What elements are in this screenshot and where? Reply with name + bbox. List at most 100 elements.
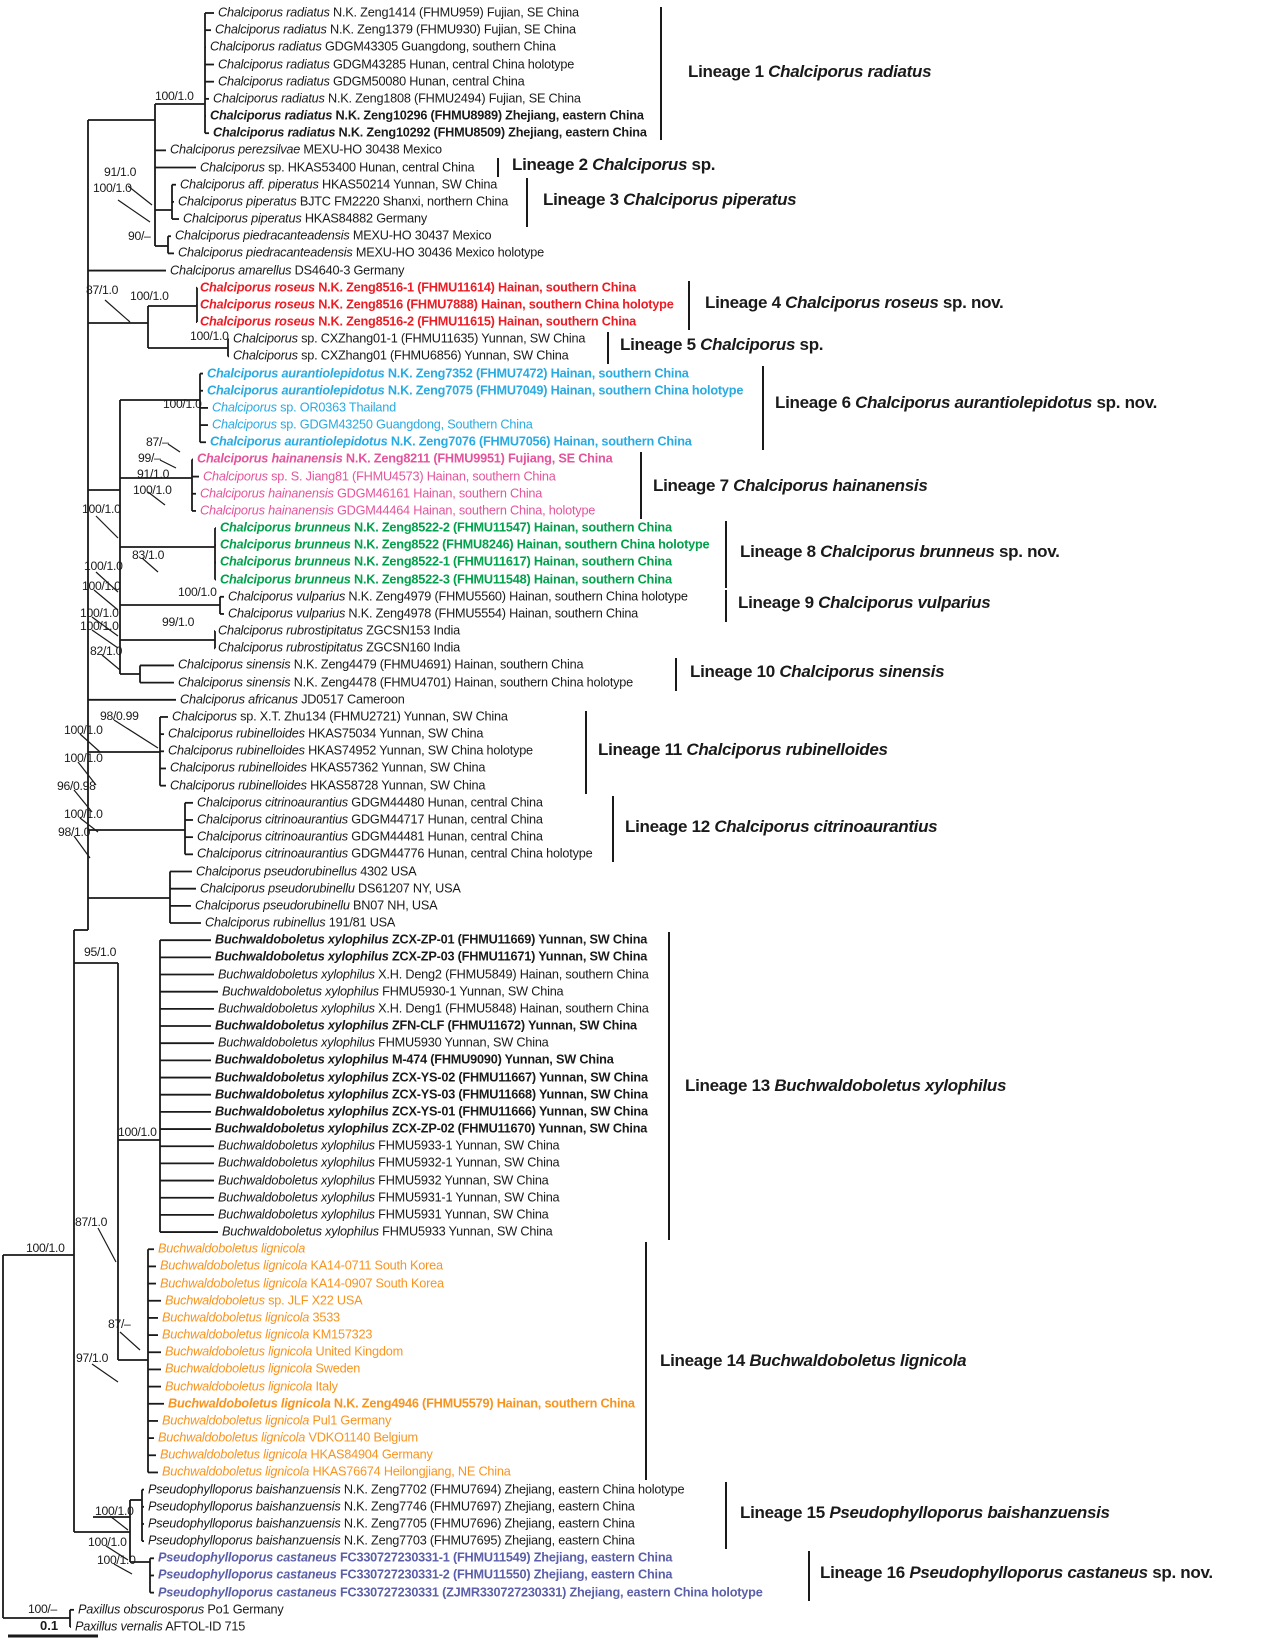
voucher-info: United Kingdom	[315, 1344, 403, 1359]
lineage-suffix: sp.	[799, 335, 824, 354]
voucher-info: sp. X.T. Zhu134 (FHMU2721) Yunnan, SW Ch…	[240, 709, 508, 724]
taxon-name: Chalciporus radiatus	[218, 57, 330, 72]
taxon-name: Chalciporus	[233, 331, 298, 346]
lineage-number: Lineage 14	[660, 1351, 745, 1370]
voucher-info: HKAS50214 Yunnan, SW China	[322, 177, 498, 192]
taxon-label: Buchwaldoboletus xylophilus FHMU5931-1 Y…	[218, 1191, 560, 1204]
voucher-info: HKAS75034 Yunnan, SW China	[308, 726, 484, 741]
taxon-label: Buchwaldoboletus xylophilus ZCX-ZP-02 (F…	[215, 1121, 647, 1136]
taxon-label: Buchwaldoboletus lignicola KM157323	[162, 1327, 373, 1342]
taxon-name: Chalciporus brunneus	[220, 520, 351, 535]
voucher-info: GDGM44481 Hunan, central China	[351, 829, 543, 844]
voucher-info: Sweden	[315, 1362, 361, 1377]
taxon-label: Chalciporus sp. OR0363 Thailand	[212, 400, 396, 415]
taxon-label: Pseudophylloporus baishanzuensis N.K. Ze…	[148, 1483, 685, 1496]
lineage-bracket	[660, 7, 663, 140]
voucher-info: N.K. Zeng7703 (FHMU7695) Zhejiang, easte…	[343, 1533, 635, 1548]
lineage-label: Lineage 11 Chalciporus rubinelloides	[598, 740, 888, 760]
taxon-label: Chalciporus citrinoaurantius GDGM44480 H…	[197, 796, 543, 809]
lineage-taxon: Chalciporus	[700, 335, 796, 354]
taxon-name: Chalciporus citrinoaurantius	[197, 812, 348, 827]
taxon-label: Chalciporus rubinelloides HKAS74952 Yunn…	[168, 745, 533, 758]
taxon-label: Buchwaldoboletus lignicola KA14-0711 Sou…	[160, 1260, 443, 1273]
taxon-name: Pseudophylloporus baishanzuensis	[148, 1516, 341, 1531]
taxon-name: Chalciporus africanus	[180, 692, 298, 707]
voucher-info: KA14-0907 South Korea	[310, 1276, 444, 1291]
lineage-number: Lineage 6	[775, 393, 851, 412]
lineage-label: Lineage 8 Chalciporus brunneus sp. nov.	[740, 542, 1060, 562]
lineage-number: Lineage 16	[820, 1563, 905, 1582]
taxon-name: Buchwaldoboletus xylophilus	[215, 1070, 389, 1085]
voucher-info: GDGM44464 Hainan, southern China, holoty…	[336, 503, 596, 518]
voucher-info: HKAS74952 Yunnan, SW China holotype	[308, 743, 533, 758]
lineage-bracket	[808, 1551, 811, 1601]
taxon-name: Chalciporus roseus	[200, 280, 315, 295]
support-value: 100/1.0	[163, 397, 202, 411]
taxon-name: Chalciporus	[203, 469, 268, 484]
taxon-name: Chalciporus radiatus	[210, 108, 333, 123]
voucher-info: FHMU5930-1 Yunnan, SW China	[382, 984, 564, 999]
support-value: 97/1.0	[76, 1351, 109, 1365]
voucher-info: N.K. Zeng1379 (FHMU930) Fujian, SE China	[329, 22, 576, 37]
lineage-taxon: Chalciporus radiatus	[768, 62, 932, 81]
taxon-label: Chalciporus radiatus N.K. Zeng10296 (FHM…	[210, 108, 644, 123]
taxon-name: Chalciporus	[233, 349, 298, 364]
taxon-label: Buchwaldoboletus xylophilus X.H. Deng2 (…	[218, 968, 649, 981]
taxon-name: Chalciporus aurantiolepidotus	[210, 434, 388, 449]
voucher-info: N.K. Zeng7746 (FHMU7697) Zhejiang, easte…	[343, 1499, 635, 1514]
support-value: 87/–	[146, 435, 169, 449]
support-value: 100/1.0	[80, 619, 119, 633]
voucher-info: N.K. Zeng1808 (FHMU2494) Fujian, SE Chin…	[327, 91, 581, 106]
lineage-label: Lineage 7 Chalciporus hainanensis	[653, 476, 928, 496]
taxon-name: Buchwaldoboletus lignicola	[160, 1447, 308, 1462]
taxon-name: Chalciporus aff. piperatus	[180, 177, 319, 192]
voucher-info: 4302 USA	[360, 864, 417, 879]
taxon-label: Buchwaldoboletus lignicola VDKO1140 Belg…	[158, 1430, 418, 1445]
support-value: 100/1.0	[80, 606, 119, 620]
voucher-info: N.K. Zeng8522-1 (FHMU11617) Hainan, sout…	[353, 555, 672, 570]
taxon-label: Chalciporus aff. piperatus HKAS50214 Yun…	[180, 178, 497, 191]
taxon-name: Buchwaldoboletus lignicola	[158, 1430, 306, 1445]
voucher-info: GDGM44480 Hunan, central China	[351, 795, 543, 810]
voucher-info: N.K. Zeng1414 (FHMU959) Fujian, SE China	[332, 5, 579, 20]
taxon-name: Chalciporus pseudorubinellu	[195, 898, 350, 913]
taxon-label: Buchwaldoboletus xylophilus FHMU5933 Yun…	[222, 1225, 553, 1239]
taxon-name: Paxillus vernalis	[75, 1619, 163, 1634]
taxon-label: Chalciporus sp. CXZhang01-1 (FHMU11635) …	[233, 333, 585, 346]
voucher-info: sp. OR0363 Thailand	[280, 400, 396, 415]
taxon-name: Buchwaldoboletus xylophilus	[215, 1121, 389, 1136]
taxon-label: Chalciporus roseus N.K. Zeng8516-2 (FHMU…	[200, 314, 637, 329]
taxon-name: Buchwaldoboletus	[165, 1293, 265, 1308]
lineage-number: Lineage 4	[705, 293, 781, 312]
taxon-name: Chalciporus brunneus	[220, 537, 351, 552]
lineage-bracket	[607, 332, 610, 364]
voucher-info: KM157323	[312, 1327, 373, 1342]
taxon-label: Buchwaldoboletus lignicola Italy	[165, 1380, 338, 1393]
lineage-taxon: Chalciporus hainanensis	[733, 476, 928, 495]
support-value: 100/1.0	[130, 289, 169, 303]
voucher-info: N.K. Zeng8516-2 (FHMU11615) Hainan, sout…	[318, 314, 637, 329]
voucher-info: sp. GDGM43250 Guangdong, Southern China	[280, 417, 533, 432]
support-value: 100/1.0	[82, 502, 121, 516]
taxon-name: Chalciporus radiatus	[213, 91, 325, 106]
lineage-bracket	[725, 590, 728, 622]
support-value: 100/1.0	[93, 181, 132, 195]
taxon-name: Buchwaldoboletus xylophilus	[215, 1104, 389, 1119]
support-value: 100/1.0	[118, 1125, 157, 1139]
lineage-label: Lineage 12 Chalciporus citrinoaurantius	[625, 817, 938, 837]
taxon-name: Chalciporus citrinoaurantius	[197, 846, 348, 861]
support-value: 100/1.0	[84, 559, 123, 573]
taxon-label: Chalciporus rubinelloides HKAS57362 Yunn…	[170, 762, 485, 775]
taxon-label: Chalciporus piperatus HKAS84882 Germany	[183, 212, 427, 226]
taxon-name: Buchwaldoboletus xylophilus	[218, 1173, 375, 1188]
lineage-taxon: Chalciporus	[592, 155, 688, 174]
support-value: 100/1.0	[155, 89, 194, 103]
taxon-name: Chalciporus radiatus	[218, 74, 330, 89]
taxon-name: Buchwaldoboletus xylophilus	[218, 1035, 375, 1050]
taxon-name: Chalciporus pseudorubinellu	[200, 881, 355, 896]
voucher-info: M-474 (FHMU9090) Yunnan, SW China	[391, 1053, 614, 1068]
support-value: 87/1.0	[75, 1215, 108, 1229]
taxon-label: Chalciporus sp. S. Jiang81 (FHMU4573) Ha…	[203, 470, 556, 483]
lineage-bracket	[725, 1482, 728, 1549]
